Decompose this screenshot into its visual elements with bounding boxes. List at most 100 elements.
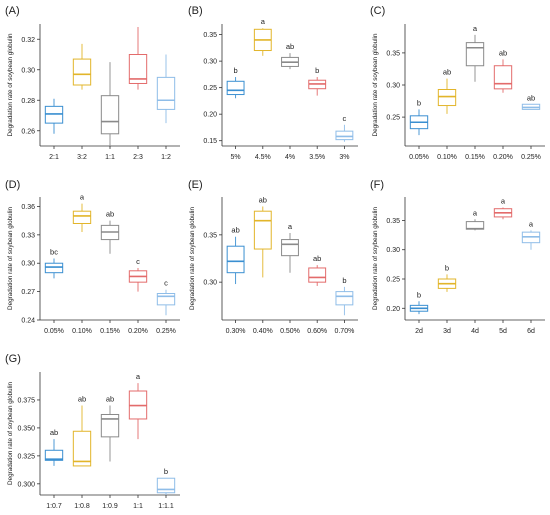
significance-letter: ab — [313, 254, 321, 263]
significance-letter: c — [136, 257, 140, 266]
y-tick-label: 0.25 — [386, 277, 400, 284]
y-tick-label: 0.20 — [386, 306, 400, 313]
box-body — [72, 210, 92, 224]
y-tick-label: 0.35 — [203, 32, 217, 39]
x-tick-label: 3:2 — [77, 154, 87, 161]
box-5: c — [335, 114, 354, 142]
significance-letter: ab — [106, 395, 114, 404]
panel-label: (A) — [5, 5, 20, 17]
y-tick-label: 0.33 — [21, 232, 35, 239]
box-5: b — [156, 467, 176, 495]
box-2: ab — [437, 68, 457, 114]
box-1: ab — [226, 226, 245, 285]
significance-letter: b — [342, 276, 346, 285]
significance-letter: a — [136, 372, 141, 381]
box-body — [465, 42, 485, 67]
box-1 — [44, 98, 64, 134]
panel-d: (D) Degradation rate of soybean globulin 0… — [5, 179, 180, 335]
box-3: a — [281, 222, 299, 273]
box-body — [226, 245, 245, 274]
x-tick-label: 5d — [499, 328, 507, 335]
y-tick-label: 0.30 — [203, 280, 217, 287]
x-tick-label: 4d — [471, 328, 479, 335]
box-2: ab — [253, 195, 272, 278]
y-tick-label: 0.26 — [21, 128, 35, 135]
x-tick-label: 1:1 — [105, 154, 115, 161]
y-axis-label: Degradation rate of soybean globulin — [189, 207, 196, 310]
y-tick-label: 0.300 — [17, 481, 35, 488]
y-tick-label: 0.28 — [21, 98, 35, 105]
panel-g: (G) Degradation rate of soybean globulin 0… — [5, 353, 180, 510]
y-tick-label: 0.30 — [203, 59, 217, 66]
x-tick-label: 2:3 — [133, 154, 143, 161]
box-4: ab — [308, 254, 327, 286]
y-tick-label: 0.35 — [203, 232, 217, 239]
panel-label: (F) — [370, 179, 384, 191]
x-tick-label: 0.25% — [521, 154, 541, 161]
x-tick-label: 3% — [339, 154, 349, 161]
y-tick-label: 0.24 — [21, 318, 35, 325]
y-tick-label: 0.15 — [203, 138, 217, 145]
x-tick-label: 0.15% — [100, 328, 120, 335]
box-4: ab — [493, 48, 513, 93]
x-tick-label: 4% — [285, 154, 295, 161]
y-axis-label: Degradation rate of soybean globulin — [372, 207, 379, 310]
panel-label: (B) — [188, 5, 203, 17]
significance-letter: ab — [231, 226, 239, 235]
box-body — [335, 291, 354, 306]
x-tick-label: 4.5% — [255, 154, 271, 161]
x-tick-label: 0.25% — [156, 328, 176, 335]
box-1: b — [226, 66, 245, 99]
x-tick-label: 5% — [231, 154, 241, 161]
y-axis-label: Degradation rate of soybean globulin — [7, 207, 14, 310]
significance-letter: b — [315, 66, 319, 75]
x-tick-label: 1:1 — [133, 503, 143, 510]
y-axis-label: Degradation rate of soybean globulin — [7, 33, 14, 136]
y-axis-label: Degradation rate of soybean globulin — [7, 382, 14, 485]
y-tick-label: 0.30 — [386, 83, 400, 90]
significance-letter: a — [473, 208, 478, 217]
box-2 — [72, 43, 92, 90]
x-tick-label: 0.60% — [307, 328, 327, 335]
significance-letter: a — [501, 197, 506, 206]
x-tick-label: 6d — [527, 328, 535, 335]
x-tick-label: 2d — [415, 328, 423, 335]
box-1: ab — [44, 428, 64, 466]
x-tick-label: 1:1.1 — [158, 503, 174, 510]
box-3: ab — [100, 210, 120, 254]
box-body — [226, 80, 245, 96]
x-tick-label: 0.50% — [280, 328, 300, 335]
panel-b: (B) 0.15 0.20 0.25 0.30 0.35 b 5% a 4.5% ab 4% b 3.5%… — [188, 5, 358, 161]
box-1: b — [409, 290, 429, 315]
x-tick-label: 0.05% — [44, 328, 64, 335]
box-1: bc — [44, 248, 64, 279]
box-3 — [100, 62, 120, 148]
x-tick-label: 0.20% — [493, 154, 513, 161]
box-5 — [156, 54, 176, 124]
x-tick-label: 3.5% — [309, 154, 325, 161]
significance-letter: ab — [527, 93, 535, 102]
panel-a: (A) Degradation rate of soybean globulin 0… — [5, 5, 180, 161]
box-body — [44, 449, 64, 461]
y-tick-label: 0.30 — [386, 247, 400, 254]
box-body — [308, 267, 327, 283]
box-body — [437, 88, 457, 107]
panel-label: (D) — [5, 179, 20, 191]
box-2: a — [253, 17, 272, 56]
y-tick-label: 0.35 — [386, 50, 400, 57]
significance-letter: ab — [443, 68, 451, 77]
significance-letter: ab — [50, 428, 58, 437]
x-tick-label: 0.30% — [226, 328, 246, 335]
x-tick-label: 0.10% — [437, 154, 457, 161]
significance-letter: b — [164, 467, 168, 476]
box-5: b — [335, 276, 354, 316]
y-tick-label: 0.25 — [386, 115, 400, 122]
box-3: a — [465, 208, 485, 231]
x-tick-label: 3d — [443, 328, 451, 335]
box-4: c — [128, 257, 148, 292]
y-tick-label: 0.25 — [203, 85, 217, 92]
x-tick-label: 0.10% — [72, 328, 92, 335]
box-4: b — [308, 66, 327, 96]
significance-letter: c — [343, 114, 347, 123]
significance-letter: c — [164, 279, 168, 288]
